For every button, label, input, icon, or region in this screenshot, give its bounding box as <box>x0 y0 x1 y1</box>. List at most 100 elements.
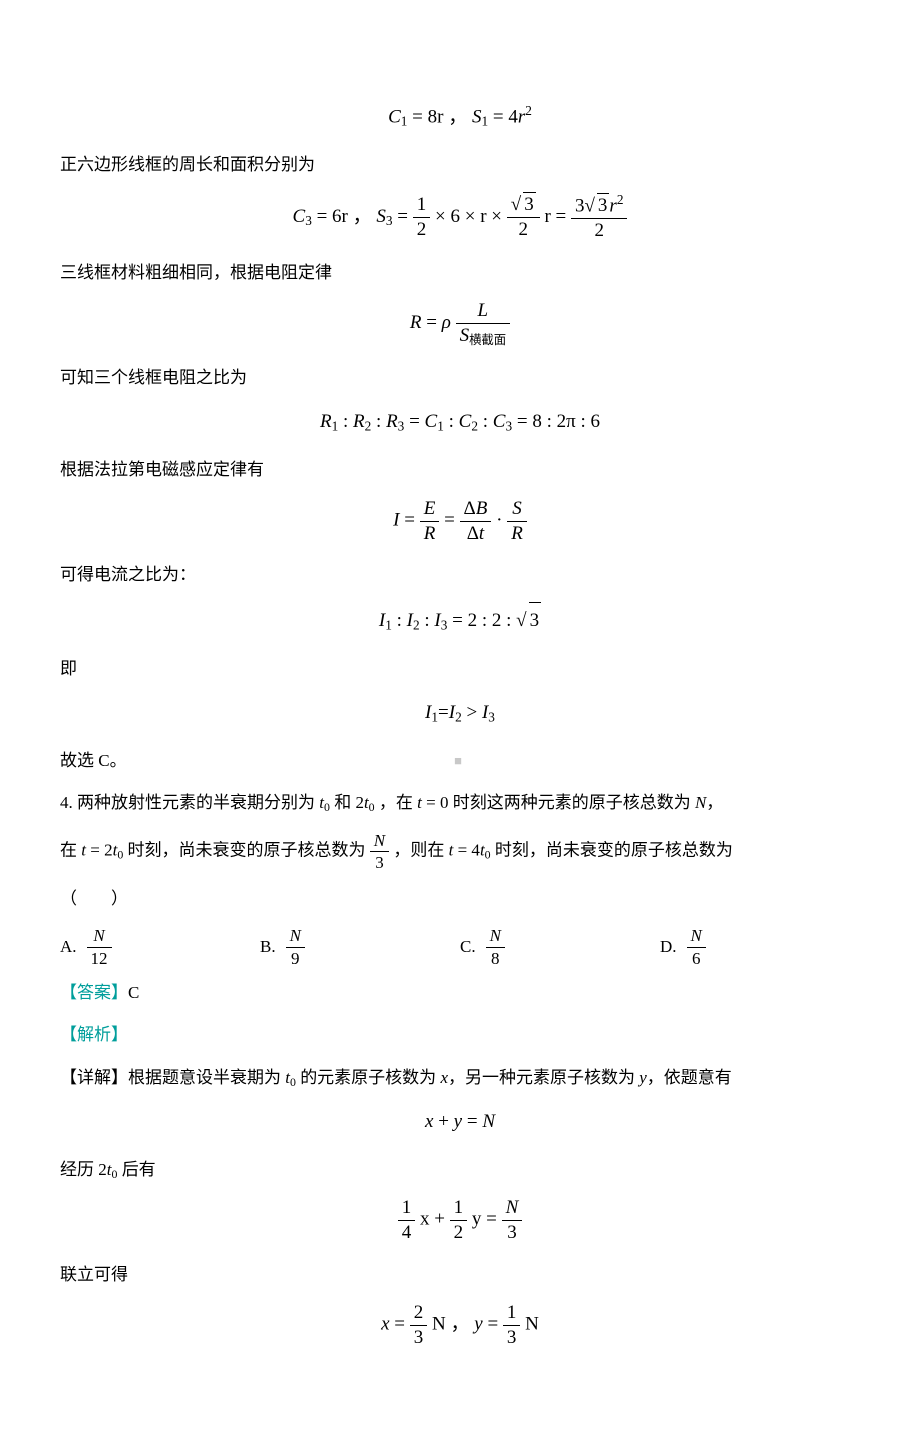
equation-c3-s3: C3 = 6r ， S3 = 12 × 6 × r × √3 2 r = 3√3… <box>60 192 860 243</box>
n: N <box>687 925 706 947</box>
R1: R <box>320 411 332 432</box>
n: 1 <box>450 1196 468 1221</box>
sym-C3: C <box>293 205 306 226</box>
d: 3 <box>502 1221 523 1245</box>
t4t0s: 0 <box>485 847 491 861</box>
frac-N-8: N8 <box>486 925 505 969</box>
option-b[interactable]: B. N9 <box>260 925 460 969</box>
parse-label: 【解析】 <box>60 1019 860 1051</box>
after-f2: r = <box>544 205 571 226</box>
t0s: 0 <box>324 800 330 814</box>
equation-quarter-half: 14 x + 12 y = N3 <box>60 1196 860 1245</box>
s2: 2 <box>455 709 462 724</box>
R2: R <box>353 411 365 432</box>
n: N <box>286 925 305 947</box>
para-lianli: 联立可得 <box>60 1259 860 1291</box>
eq-sign: = <box>421 312 441 333</box>
frac-E-R: ER <box>420 497 440 546</box>
t1: 两种放射性元素的半衰期分别为 <box>73 793 315 812</box>
den-R2: R <box>507 522 527 546</box>
rad3: 3 <box>529 602 542 639</box>
N1: N ， <box>432 1314 469 1335</box>
N: N <box>695 793 706 812</box>
sym-Sden: S <box>460 325 470 346</box>
frac-N-3: N3 <box>370 830 389 874</box>
numN: N <box>370 830 389 852</box>
equation-x-y-solved: x = 23 N ， y = 13 N <box>60 1301 860 1350</box>
x-plus: x + <box>420 1209 450 1230</box>
equation-r-ratio: R1 : R2 : R3 = C1 : C2 : C3 = 8 : 2π : 6 <box>60 404 860 440</box>
sub-3: 3 <box>305 213 312 228</box>
pe8b: 后有 <box>117 1160 155 1179</box>
label-a: A. <box>60 931 77 963</box>
sym-C: C <box>388 106 401 127</box>
s1: 1 <box>385 617 392 632</box>
equation-I: I = ER = ΔBΔt · SR <box>60 497 860 546</box>
dt3: ，另一种元素原子核数为 <box>448 1068 639 1087</box>
option-a[interactable]: A. N12 <box>60 925 260 969</box>
comma: ， <box>706 793 723 812</box>
equation-c1-s1: C1 = 8r ， S1 = 4r2 <box>60 98 860 135</box>
frac-1-4: 14 <box>398 1196 416 1245</box>
rhs-s1-pre: = 4 <box>488 106 518 127</box>
frac-2-3: 23 <box>410 1301 428 1350</box>
t7: 时刻，尚未衰变的原子核总数为 <box>128 840 370 859</box>
t3: ，在 <box>379 793 417 812</box>
q4-paren: （ ） <box>60 883 860 915</box>
answer-value: C <box>128 983 139 1002</box>
eq-sign: = <box>393 205 413 226</box>
den-S: S横截面 <box>456 324 511 349</box>
n: 1 <box>503 1301 521 1326</box>
para-hexagon: 正六边形线框的周长和面积分别为 <box>60 149 860 181</box>
detail-line: 【详解】根据题意设半衰期为 t0 的元素原子核数为 x，另一种元素原子核数为 y… <box>60 1062 860 1094</box>
den-2b: 2 <box>571 219 628 243</box>
frac-S-R: SR <box>507 497 527 546</box>
N2: N <box>525 1314 539 1335</box>
n: N <box>486 925 505 947</box>
d: 4 <box>398 1221 416 1245</box>
n: 1 <box>398 1196 416 1221</box>
R3: R <box>386 411 398 432</box>
t2t0s: 0 <box>117 847 123 861</box>
x: x <box>440 1068 448 1087</box>
num-E: E <box>420 497 440 522</box>
equation-I1-eq-I2-gt-I3: I1=I2 > I3 <box>60 695 860 731</box>
dt4: ，依题意有 <box>647 1068 732 1087</box>
para-ie: 即 <box>60 653 860 685</box>
radicand-3: 3 <box>597 193 610 218</box>
n: N <box>87 925 112 947</box>
num-L: L <box>456 299 511 324</box>
sym-S3: S <box>376 205 386 226</box>
frac-1-2: 12 <box>450 1196 468 1245</box>
q4-number: 4. <box>60 793 73 812</box>
dt1: 根据题意设半衰期为 <box>128 1068 285 1087</box>
den3: 3 <box>370 852 389 873</box>
option-c[interactable]: C. N8 <box>460 925 660 969</box>
d: 3 <box>503 1326 521 1350</box>
d: 12 <box>87 948 112 969</box>
option-d[interactable]: D. N6 <box>660 925 860 969</box>
para-after-2t0: 经历 2t0 后有 <box>60 1154 860 1186</box>
s2: 2 <box>413 617 420 632</box>
para-resistance-law: 三线框材料粗细相同，根据电阻定律 <box>60 257 860 289</box>
cs1: 1 <box>437 419 444 434</box>
frac-L-S: L S横截面 <box>456 299 511 348</box>
den-R: R <box>420 522 440 546</box>
cs3: 3 <box>505 419 512 434</box>
den: 2 <box>413 218 431 242</box>
sym-r2: r <box>609 195 616 216</box>
pe8a: 经历 2 <box>60 1160 107 1179</box>
sym-rho: ρ <box>442 312 451 333</box>
n: 2 <box>410 1301 428 1326</box>
num-3sqrt3r2: 3√3r2 <box>571 192 628 219</box>
s3: 3 <box>488 709 495 724</box>
C2: C <box>459 411 472 432</box>
d: 9 <box>286 948 305 969</box>
y-eq: y = <box>472 1209 502 1230</box>
equation-R: R = ρ L S横截面 <box>60 299 860 348</box>
d: 6 <box>687 948 706 969</box>
detail-label: 【详解】 <box>60 1068 128 1087</box>
t9: 时刻，尚未衰变的原子核总数为 <box>495 840 733 859</box>
d: 3 <box>410 1326 428 1350</box>
q4-options: A. N12 B. N9 C. N8 D. N6 <box>60 925 860 969</box>
